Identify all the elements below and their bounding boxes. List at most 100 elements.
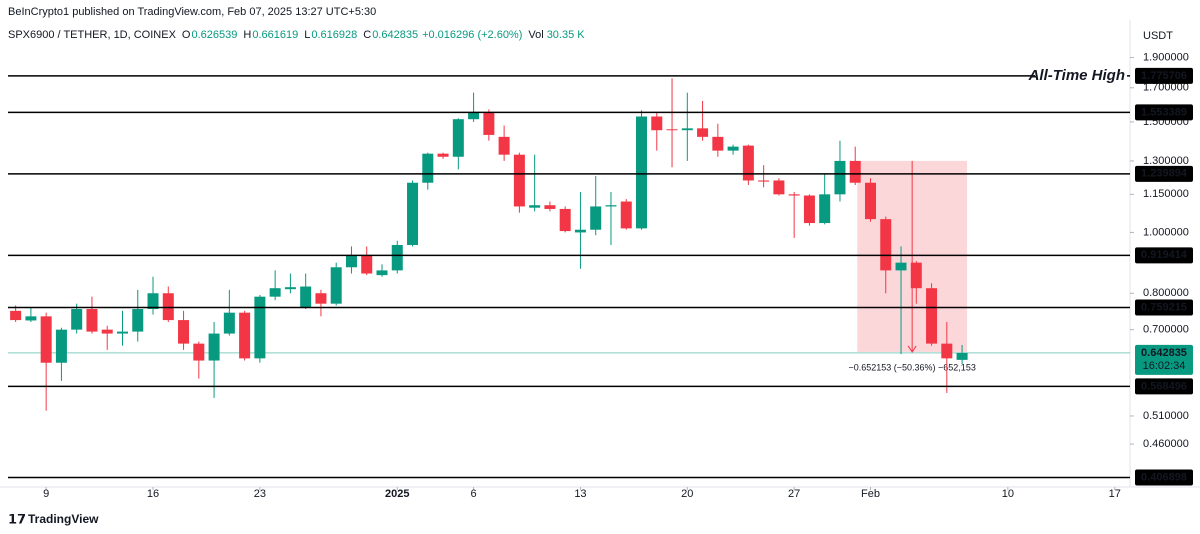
change: +0.016296 (+2.60%) (422, 29, 522, 41)
candle-body (315, 293, 327, 304)
x-tick-label: Feb (861, 488, 880, 500)
candle-body (391, 244, 403, 271)
level-label-box (1135, 247, 1193, 264)
candle-body (223, 312, 235, 334)
candle-body (574, 229, 586, 233)
candle-body (468, 112, 480, 120)
candle-body (819, 194, 831, 224)
level-label: 1.553389 (1141, 106, 1187, 118)
candle-body (498, 136, 510, 155)
candle-body (529, 205, 541, 208)
candle-body (941, 343, 953, 359)
candle-body (116, 331, 128, 334)
measure-label: −0.652153 (−50.36%) −652,153 (848, 362, 975, 372)
vol-key: Vol (528, 29, 543, 41)
measure-arrowhead (907, 345, 917, 353)
ohlc-value: 0.661619 (252, 29, 298, 41)
y-tick-label: 0.510000 (1143, 410, 1189, 422)
y-tick-label: 1.900000 (1143, 51, 1189, 63)
candle-body (849, 160, 861, 183)
candle-body (697, 128, 709, 137)
candle-body (193, 343, 205, 361)
candle-body (803, 195, 815, 224)
y-tick-label: 1.700000 (1143, 82, 1189, 94)
candle-body (651, 116, 663, 131)
level-label-box (1135, 299, 1193, 316)
current-price-label: 0.642835 (1141, 347, 1187, 359)
brand: TradingView (28, 512, 99, 526)
y-tick-label: 1.300000 (1143, 155, 1189, 167)
candle-body (727, 146, 739, 151)
annotation: All-Time High (1028, 67, 1125, 84)
level-label-box (1135, 469, 1193, 486)
annotation-bg (1035, 65, 1127, 86)
ohlc-value: 0.616928 (311, 29, 357, 41)
candle-body (269, 288, 281, 297)
vol: 30.35 K (547, 29, 586, 41)
y-tick-label: 0.800000 (1143, 287, 1189, 299)
logo-mark: 𝟭𝟳 (8, 511, 26, 526)
candle-body (666, 129, 678, 131)
candle-body (834, 160, 846, 195)
ohlc-value: 0.642835 (372, 29, 418, 41)
level-label-box (1135, 165, 1193, 182)
candle-body (437, 153, 449, 157)
candle-body (40, 316, 52, 363)
candle-body (880, 219, 892, 271)
symbol: SPX6900 / TETHER, 1D, COINEX (8, 29, 177, 41)
ohlc-value: 0.626539 (191, 29, 237, 41)
candle-body (86, 309, 98, 332)
candle-body (254, 296, 266, 359)
candle-body (452, 119, 464, 157)
candle-body (681, 128, 693, 131)
x-tick-label: 17 (1109, 488, 1121, 500)
candle-body (101, 329, 113, 334)
candle-body (544, 205, 556, 209)
candle-body (361, 255, 373, 274)
candle-body (147, 293, 159, 310)
candle-body (483, 112, 495, 135)
candle-body (712, 136, 724, 151)
level-label-box (1135, 104, 1193, 121)
candle-body (284, 287, 296, 290)
candle-body (422, 153, 434, 183)
x-tick-label: 16 (147, 488, 159, 500)
candle-body (162, 293, 174, 321)
level-label: 0.919414 (1141, 249, 1188, 261)
candle-body (208, 333, 220, 361)
publisher: BeInCrypto1 published on TradingView.com… (8, 6, 376, 18)
ohlc-key: C (363, 29, 371, 41)
y-tick-label: 1.000000 (1143, 226, 1189, 238)
candle-body (895, 262, 907, 271)
current-price-box (1135, 344, 1193, 375)
level-label: 0.568496 (1141, 380, 1187, 392)
x-tick-label: 9 (43, 488, 49, 500)
x-tick-label: 10 (1002, 488, 1014, 500)
y-tick-label: 0.460000 (1143, 438, 1189, 450)
level-label-box (1135, 378, 1193, 395)
x-tick-label: 27 (788, 488, 800, 500)
y-tick-label: 0.700000 (1143, 324, 1189, 336)
candle-body (300, 286, 312, 308)
candle-body (910, 262, 922, 289)
candle-body (636, 116, 648, 229)
candle-body (956, 352, 968, 360)
candle-body (864, 182, 876, 220)
candle-body (55, 329, 67, 363)
candle-body (758, 180, 770, 182)
candle-body (178, 320, 190, 344)
candle-body (773, 180, 785, 195)
candle-body (25, 316, 37, 321)
y-tick-label: 1.150000 (1143, 188, 1189, 200)
x-tick-label: 20 (681, 488, 693, 500)
candle-body (605, 205, 617, 207)
candle-body (559, 208, 571, 232)
currency: USDT (1143, 30, 1173, 42)
x-tick-label: 23 (254, 488, 266, 500)
candle-body (10, 310, 22, 321)
candle-body (513, 154, 525, 207)
ohlc-key: H (243, 29, 251, 41)
x-tick-label: 6 (471, 488, 477, 500)
level-label: 1.775706 (1141, 70, 1187, 82)
